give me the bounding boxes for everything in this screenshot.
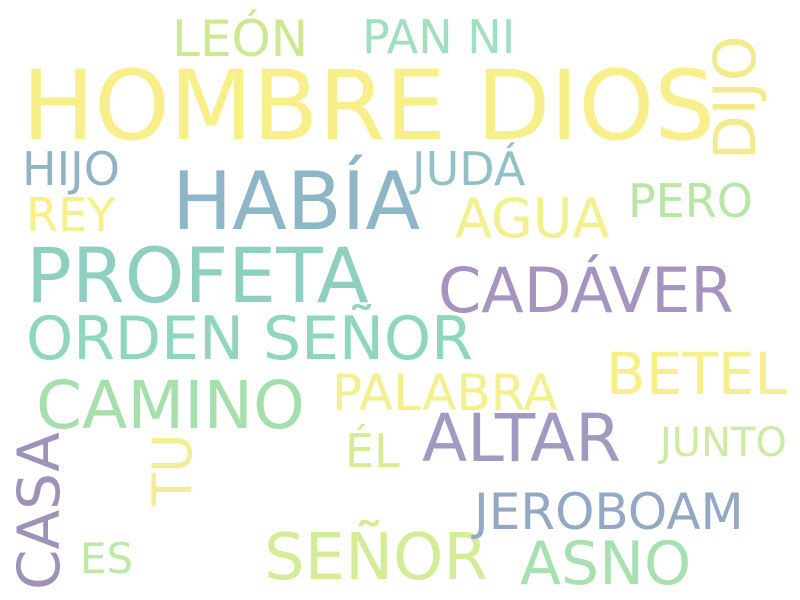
word-hijo: HIJO bbox=[22, 142, 120, 196]
word-junto: JUNTO bbox=[660, 420, 787, 466]
word-el: ÉL bbox=[345, 424, 400, 478]
word-tu: TU bbox=[141, 433, 204, 506]
word-pero: PERO bbox=[628, 174, 753, 228]
word-orden-senor: ORDEN SEÑOR bbox=[26, 304, 473, 374]
word-profeta: PROFETA bbox=[26, 231, 369, 320]
word-cadaver: CADÁVER bbox=[438, 254, 734, 327]
word-dijo: DIJO bbox=[701, 35, 769, 160]
word-asno: ASNO bbox=[520, 529, 692, 599]
word-senor: SEÑOR bbox=[264, 521, 488, 595]
word-betel: BETEL bbox=[606, 340, 787, 408]
word-es: ES bbox=[80, 534, 134, 583]
word-casa: CASA bbox=[5, 432, 73, 590]
word-rey: REY bbox=[26, 188, 116, 242]
word-jeroboam: JEROBOAM bbox=[474, 483, 744, 541]
word-camino: CAMINO bbox=[36, 367, 305, 444]
word-habia: HABÍA bbox=[172, 155, 421, 248]
word-hombre-dios: HOMBRE DIOS bbox=[22, 50, 716, 162]
word-pan-ni: PAN NI bbox=[362, 10, 516, 64]
word-juda: JUDÁ bbox=[412, 142, 526, 196]
word-palabra: PALABRA bbox=[332, 364, 558, 422]
word-leon: LEÓN bbox=[172, 10, 309, 68]
word-agua: AGUA bbox=[455, 187, 610, 250]
word-altar: ALTAR bbox=[422, 400, 622, 477]
